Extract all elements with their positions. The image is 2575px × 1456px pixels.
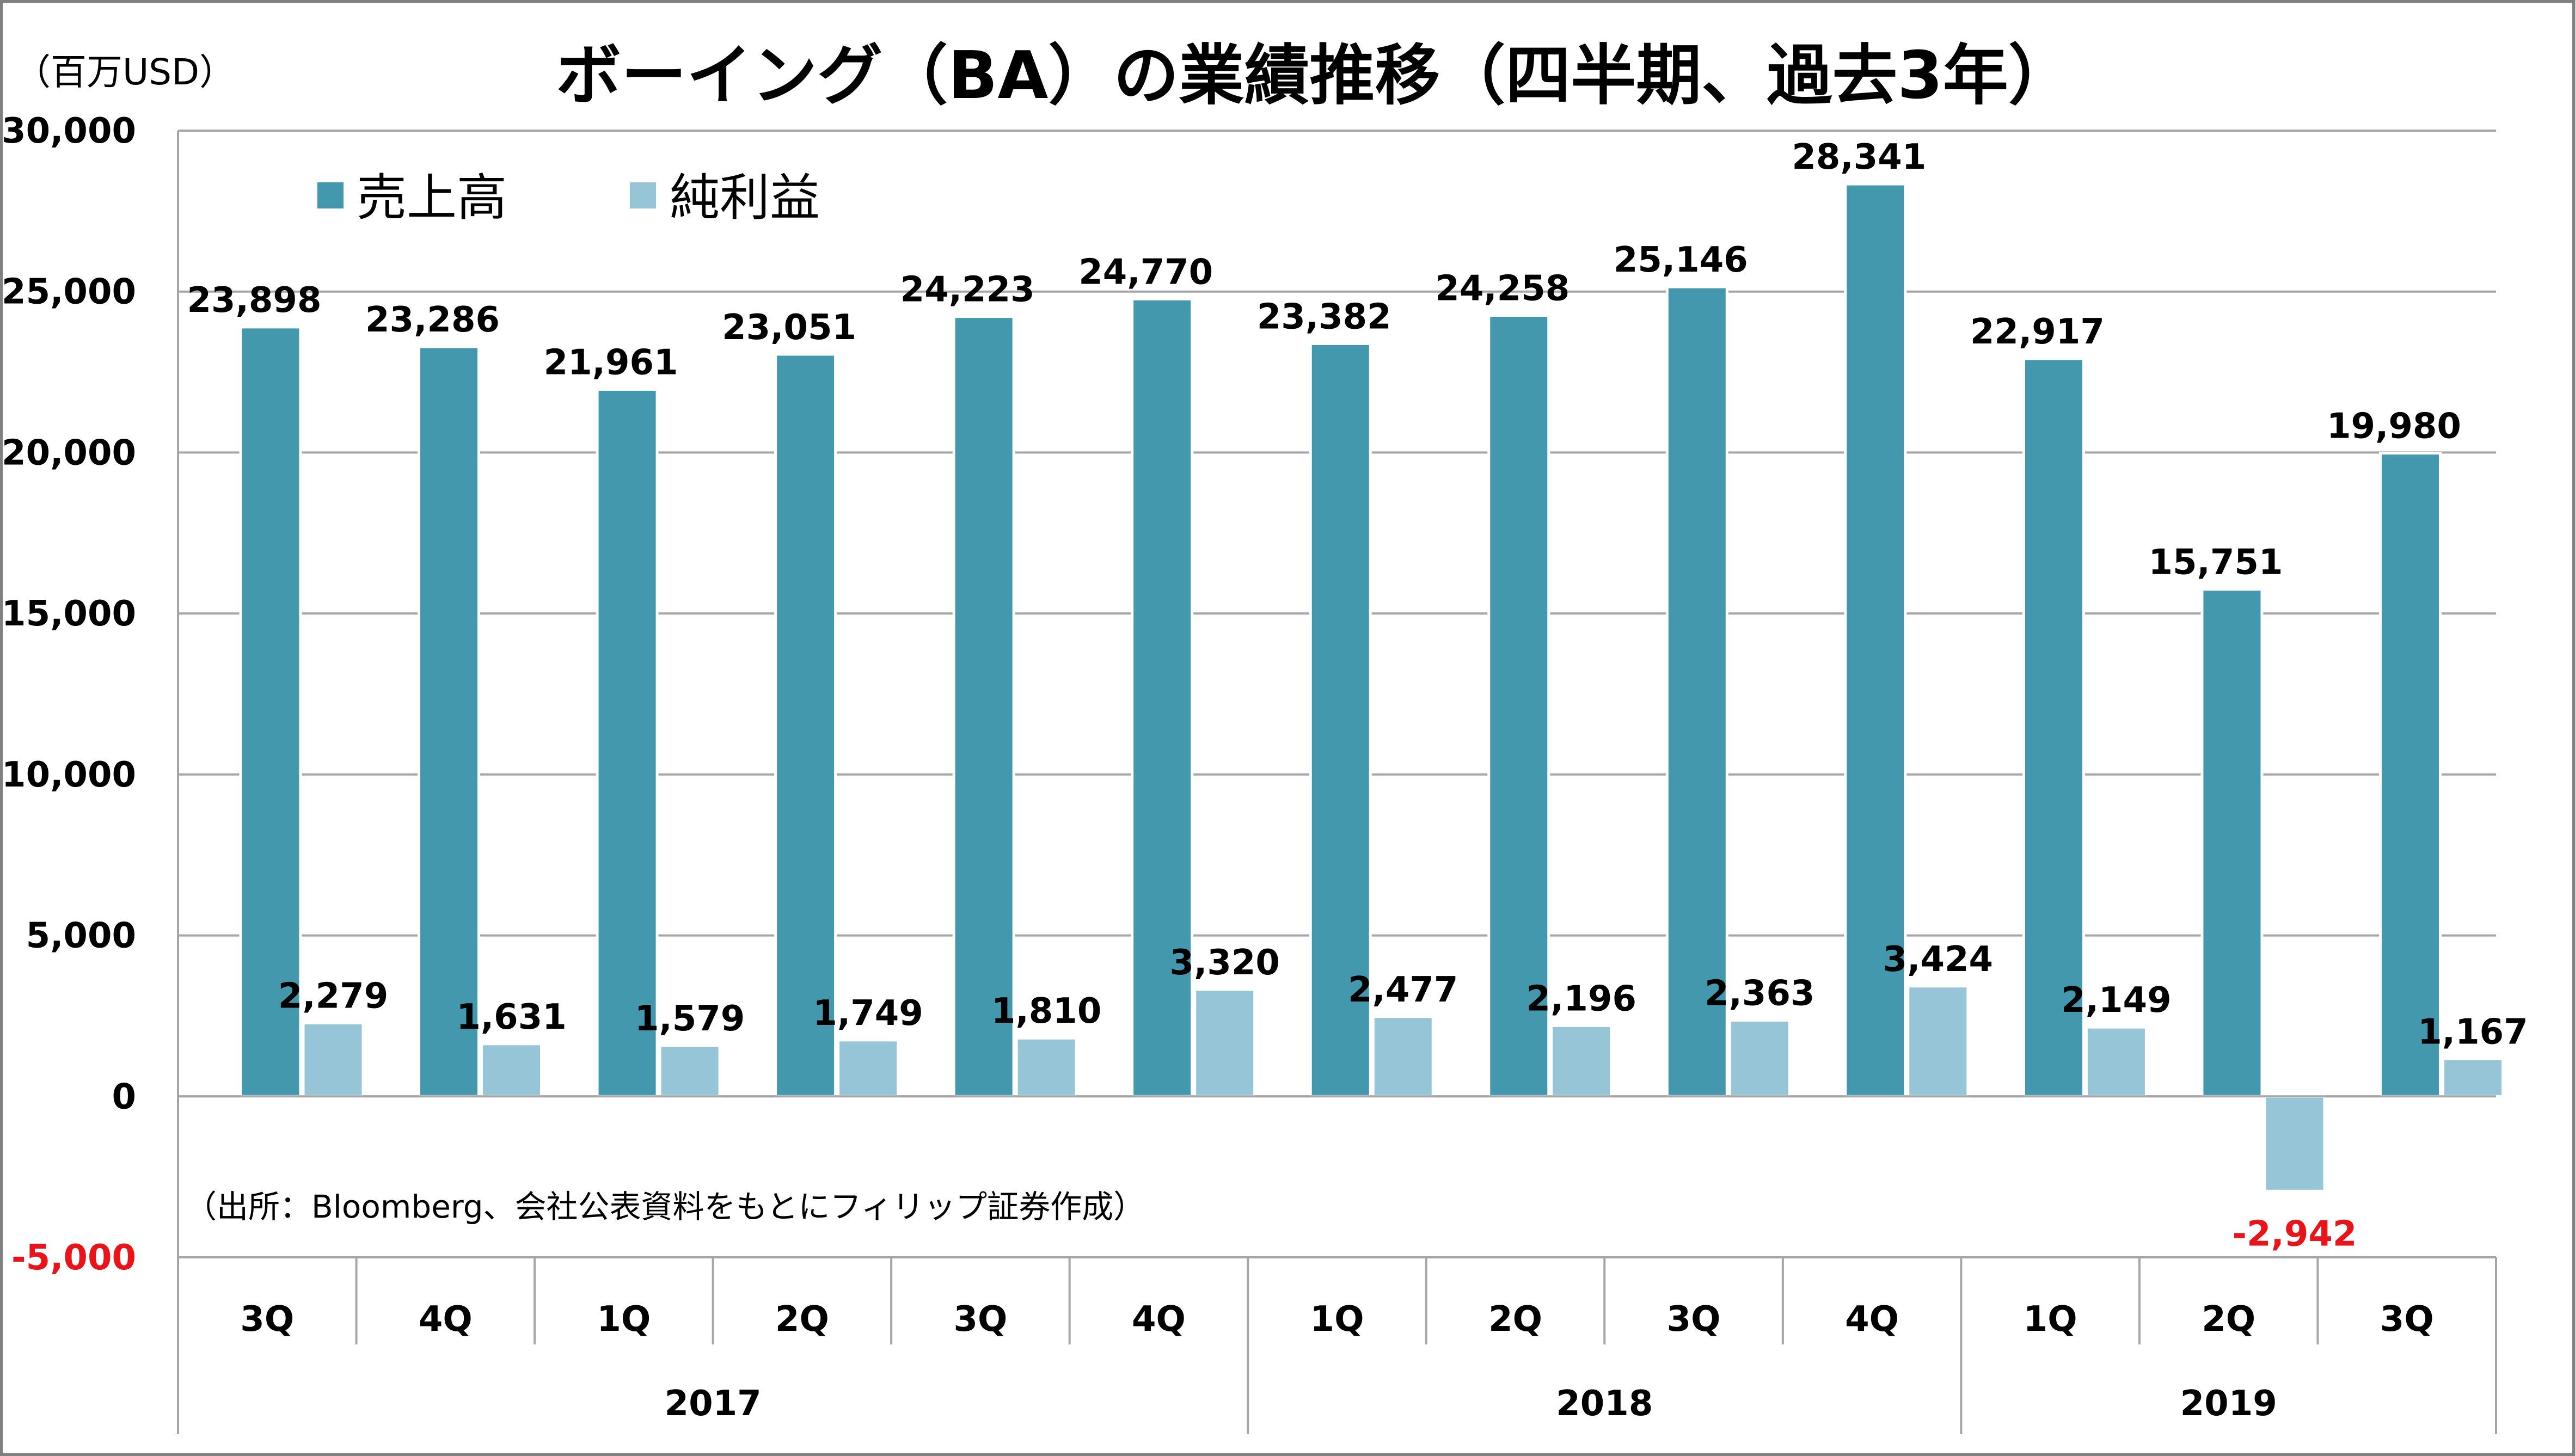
revenue-bar bbox=[1844, 182, 1907, 1098]
data-label: 21,961 bbox=[544, 342, 678, 383]
revenue-bar bbox=[774, 353, 837, 1098]
x-tick-label: 3Q bbox=[240, 1299, 294, 1340]
revenue-bar bbox=[418, 345, 481, 1098]
data-label: 24,223 bbox=[900, 270, 1035, 310]
net-income-bar bbox=[1015, 1036, 1078, 1098]
data-label: 2,279 bbox=[278, 976, 388, 1016]
data-labels: 23,898 2,279 23,286 1,631 21,961 1,579 23,051 1… bbox=[187, 137, 2528, 1254]
y-tick-label: 30,000 bbox=[3, 111, 136, 151]
revenue-bar bbox=[596, 388, 659, 1098]
chart-title: ボーイング（BA）の業績推移（四半期、過去3年） bbox=[556, 38, 2074, 114]
net-income-bar bbox=[1550, 1024, 1613, 1098]
legend-label-net-income: 純利益 bbox=[670, 169, 820, 227]
data-label: -2,942 bbox=[2232, 1214, 2357, 1254]
data-label: 2,363 bbox=[1705, 974, 1814, 1014]
data-label: 23,286 bbox=[365, 300, 500, 340]
net-income-bar bbox=[2084, 1025, 2148, 1098]
x-tick-label: 4Q bbox=[1132, 1299, 1186, 1340]
revenue-bar bbox=[952, 315, 1015, 1098]
year-label: 2019 bbox=[2180, 1384, 2277, 1424]
revenue-bar bbox=[2200, 588, 2264, 1098]
legend-swatch-net-income bbox=[630, 182, 656, 208]
y-tick-label: 0 bbox=[112, 1077, 136, 1117]
x-tick-label: 3Q bbox=[2380, 1299, 2434, 1340]
data-label: 24,770 bbox=[1078, 252, 1213, 292]
data-label: 1,810 bbox=[991, 991, 1101, 1031]
y-tick-label: 5,000 bbox=[26, 916, 136, 956]
net-income-bar bbox=[480, 1042, 543, 1098]
x-tick-label: 2Q bbox=[775, 1299, 829, 1340]
data-label: 19,980 bbox=[2327, 407, 2461, 447]
data-label: 28,341 bbox=[1792, 137, 1926, 177]
unit-label: （百万USD） bbox=[15, 51, 235, 93]
legend-swatch-revenue bbox=[317, 182, 344, 208]
revenue-bar bbox=[1665, 285, 1728, 1098]
data-label: 23,898 bbox=[187, 280, 322, 321]
data-label: 23,051 bbox=[722, 308, 856, 348]
y-tick-label: 10,000 bbox=[3, 755, 136, 795]
y-tick-label: -5,000 bbox=[11, 1238, 136, 1278]
revenue-bar bbox=[1487, 314, 1550, 1098]
year-label: 2017 bbox=[665, 1384, 762, 1424]
data-label: 2,196 bbox=[1526, 979, 1636, 1019]
year-label: 2018 bbox=[1556, 1384, 1653, 1424]
y-tick-label: 25,000 bbox=[3, 272, 136, 312]
y-tick-label: 15,000 bbox=[3, 594, 136, 634]
data-label: 15,751 bbox=[2148, 543, 2283, 583]
data-label: 3,320 bbox=[1169, 943, 1279, 983]
net-income-bar bbox=[1906, 985, 1970, 1098]
data-label: 1,579 bbox=[635, 999, 745, 1039]
net-income-bar bbox=[1193, 988, 1256, 1098]
x-tick-label: 2Q bbox=[2202, 1299, 2255, 1340]
x-tick-label: 3Q bbox=[1667, 1299, 1721, 1340]
data-label: 2,149 bbox=[2061, 980, 2171, 1021]
net-income-bar bbox=[837, 1039, 900, 1098]
data-label: 25,146 bbox=[1614, 240, 1748, 280]
x-tick-label: 2Q bbox=[1488, 1299, 1542, 1340]
legend-label-revenue: 売上高 bbox=[357, 169, 507, 227]
net-income-bar bbox=[302, 1021, 365, 1098]
x-tick-label: 1Q bbox=[1310, 1299, 1364, 1340]
legend: 売上高 純利益 bbox=[317, 169, 820, 227]
revenue-bar bbox=[239, 325, 302, 1098]
data-label: 2,477 bbox=[1348, 970, 1458, 1010]
net-income-bar bbox=[2263, 1095, 2326, 1193]
data-label: 1,167 bbox=[2418, 1012, 2528, 1052]
data-label: 23,382 bbox=[1257, 297, 1391, 337]
net-income-bar bbox=[1728, 1019, 1791, 1098]
x-tick-label: 4Q bbox=[1845, 1299, 1899, 1340]
data-label: 3,424 bbox=[1883, 939, 1993, 980]
revenue-bar bbox=[2378, 452, 2442, 1098]
data-label: 22,917 bbox=[1970, 312, 2105, 352]
data-label: 1,631 bbox=[456, 997, 566, 1037]
revenue-bar bbox=[2022, 357, 2085, 1098]
x-tick-label: 1Q bbox=[597, 1299, 651, 1340]
data-label: 24,258 bbox=[1435, 269, 1569, 309]
net-income-bar bbox=[2441, 1057, 2504, 1098]
data-label: 1,749 bbox=[813, 993, 923, 1034]
revenue-bar bbox=[1131, 297, 1194, 1098]
bar-chart: -5,000 0 5,000 10,000 15,000 20,000 25,000 30,0… bbox=[2, 38, 2528, 1434]
y-tick-label: 20,000 bbox=[3, 433, 136, 473]
net-income-bar bbox=[1371, 1015, 1434, 1098]
axes: -5,000 0 5,000 10,000 15,000 20,000 25,000 30,0… bbox=[2, 111, 2497, 1434]
bars bbox=[239, 182, 2504, 1193]
x-tick-label: 1Q bbox=[2024, 1299, 2077, 1340]
x-tick-label: 4Q bbox=[419, 1299, 473, 1340]
net-income-bar bbox=[658, 1044, 721, 1098]
x-tick-label: 3Q bbox=[953, 1299, 1007, 1340]
source-note: （出所：Bloomberg、会社公表資料をもとにフィリップ証券作成） bbox=[185, 1188, 1145, 1225]
